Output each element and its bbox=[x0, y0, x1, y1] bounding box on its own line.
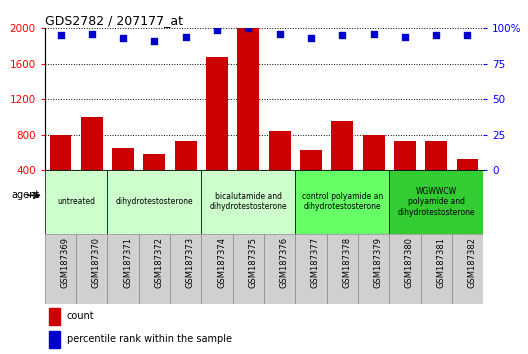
Text: untreated: untreated bbox=[57, 197, 95, 206]
Bar bbox=[144, 154, 165, 170]
Text: GSM187381: GSM187381 bbox=[436, 237, 445, 288]
Text: GSM187369: GSM187369 bbox=[61, 237, 70, 288]
Bar bbox=[108, 170, 201, 234]
Bar bbox=[295, 234, 327, 304]
Point bbox=[401, 34, 409, 40]
Bar bbox=[45, 234, 76, 304]
Bar bbox=[139, 234, 170, 304]
Point bbox=[119, 35, 127, 41]
Bar bbox=[425, 141, 447, 170]
Bar bbox=[420, 234, 452, 304]
Text: dihydrotestosterone: dihydrotestosterone bbox=[116, 197, 193, 206]
Bar bbox=[300, 149, 322, 170]
Text: GSM187371: GSM187371 bbox=[123, 237, 132, 288]
Text: GSM187379: GSM187379 bbox=[374, 237, 383, 288]
Text: GSM187377: GSM187377 bbox=[311, 237, 320, 288]
Text: GSM187380: GSM187380 bbox=[405, 237, 414, 288]
Bar bbox=[363, 135, 384, 170]
Bar bbox=[49, 308, 60, 325]
Bar bbox=[175, 141, 197, 170]
Bar bbox=[108, 234, 139, 304]
Bar bbox=[238, 28, 259, 170]
Bar bbox=[206, 57, 228, 170]
Text: GSM187378: GSM187378 bbox=[342, 237, 351, 288]
Point bbox=[463, 33, 472, 38]
Point bbox=[276, 31, 284, 37]
Bar bbox=[295, 170, 389, 234]
Bar bbox=[452, 234, 483, 304]
Text: agent: agent bbox=[11, 190, 40, 200]
Bar bbox=[45, 170, 108, 234]
Bar bbox=[81, 117, 103, 170]
Point bbox=[182, 34, 190, 40]
Point bbox=[213, 27, 221, 33]
Bar bbox=[76, 234, 108, 304]
Text: count: count bbox=[67, 312, 95, 321]
Point bbox=[338, 33, 346, 38]
Bar bbox=[50, 135, 71, 170]
Text: GSM187374: GSM187374 bbox=[217, 237, 226, 288]
Text: GSM187373: GSM187373 bbox=[186, 237, 195, 288]
Text: WGWWCW
polyamide and
dihydrotestosterone: WGWWCW polyamide and dihydrotestosterone bbox=[398, 187, 475, 217]
Bar bbox=[457, 159, 478, 170]
Point bbox=[432, 33, 440, 38]
Bar bbox=[170, 234, 201, 304]
Point bbox=[244, 25, 252, 31]
Bar bbox=[201, 234, 233, 304]
Bar bbox=[112, 148, 134, 170]
Text: GSM187375: GSM187375 bbox=[248, 237, 257, 288]
Bar bbox=[269, 131, 290, 170]
Bar bbox=[389, 170, 483, 234]
Bar bbox=[358, 234, 389, 304]
Bar bbox=[327, 234, 358, 304]
Text: GSM187382: GSM187382 bbox=[467, 237, 476, 288]
Bar bbox=[331, 121, 353, 170]
Text: GSM187376: GSM187376 bbox=[280, 237, 289, 288]
Point bbox=[150, 38, 158, 44]
Bar bbox=[264, 234, 295, 304]
Point bbox=[370, 31, 378, 37]
Bar bbox=[201, 170, 295, 234]
Point bbox=[88, 31, 96, 37]
Bar bbox=[49, 331, 60, 348]
Text: GSM187370: GSM187370 bbox=[92, 237, 101, 288]
Bar bbox=[233, 234, 264, 304]
Text: bicalutamide and
dihydrotestosterone: bicalutamide and dihydrotestosterone bbox=[210, 192, 287, 211]
Text: GDS2782 / 207177_at: GDS2782 / 207177_at bbox=[45, 14, 183, 27]
Text: percentile rank within the sample: percentile rank within the sample bbox=[67, 335, 232, 344]
Text: control polyamide an
dihydrotestosterone: control polyamide an dihydrotestosterone bbox=[301, 192, 383, 211]
Bar bbox=[389, 234, 420, 304]
Bar bbox=[394, 141, 416, 170]
Text: GSM187372: GSM187372 bbox=[154, 237, 164, 288]
Point bbox=[307, 35, 315, 41]
Point bbox=[56, 33, 65, 38]
